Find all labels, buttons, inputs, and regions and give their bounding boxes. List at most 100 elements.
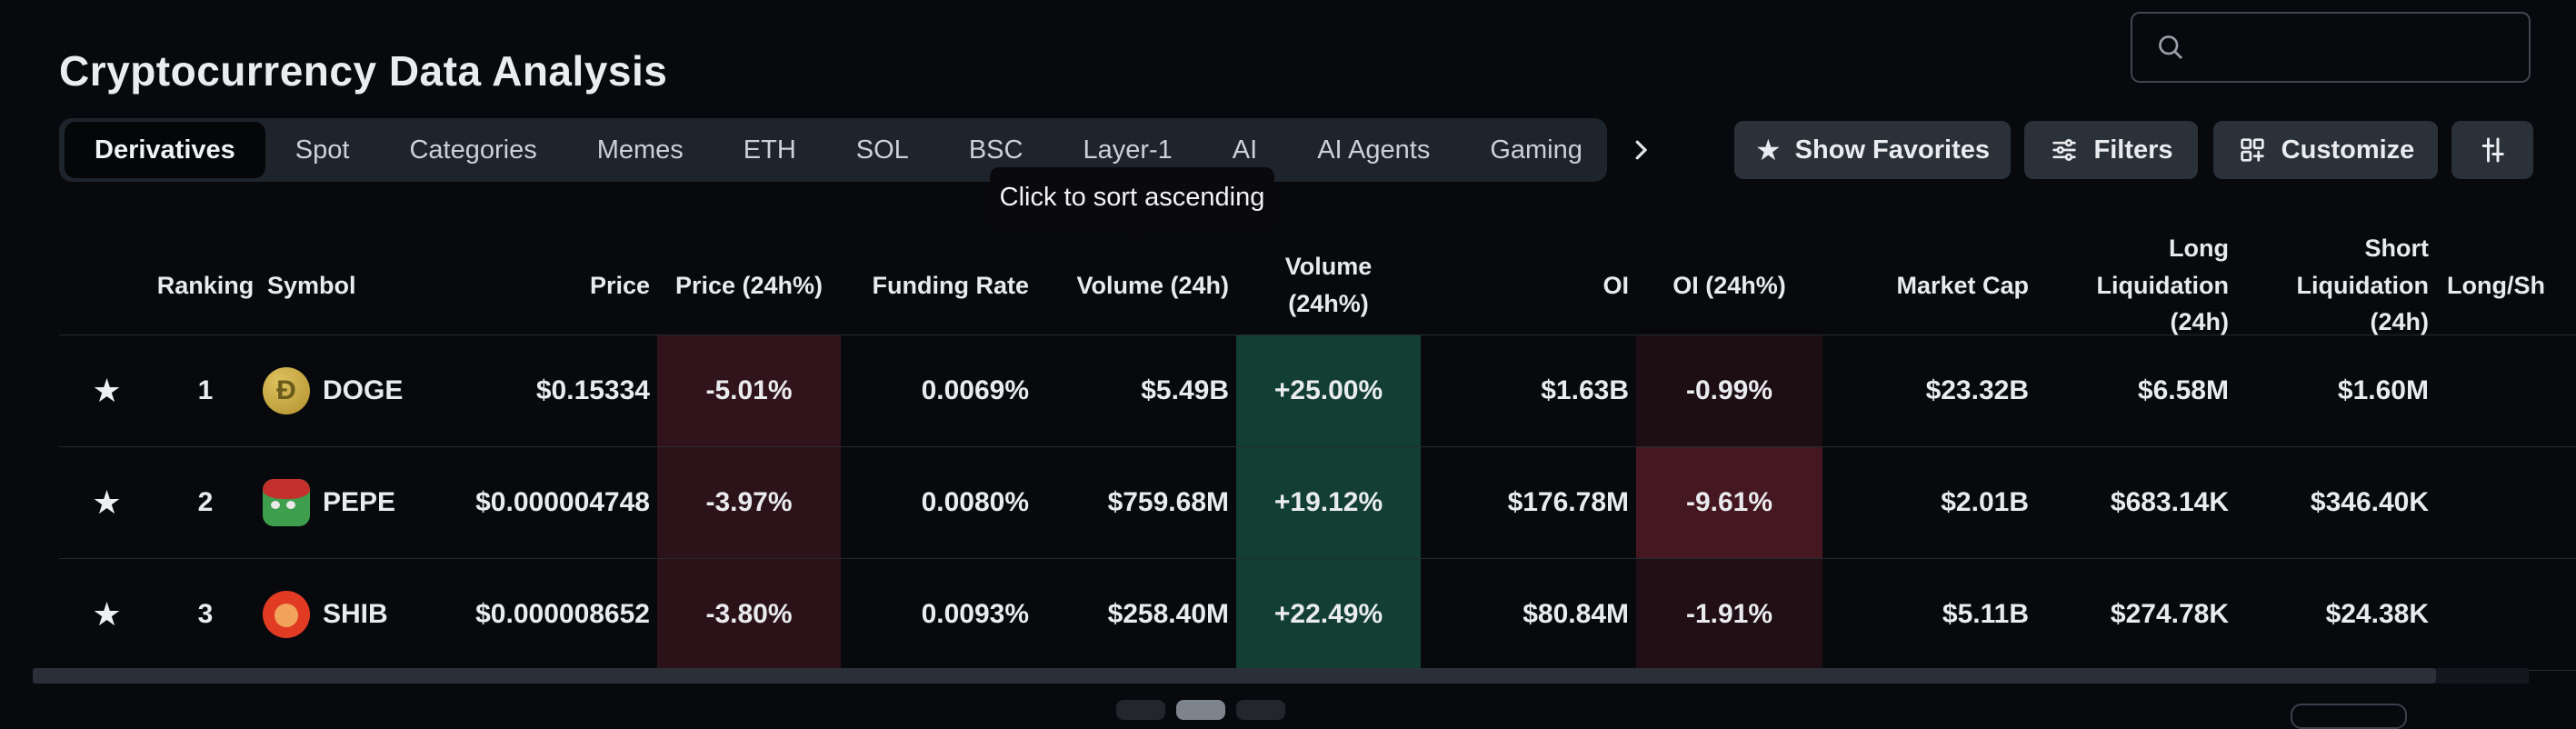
column-header-symbol[interactable]: Symbol	[267, 271, 356, 299]
tooltip-caret	[1123, 226, 1146, 240]
favorite-star-icon[interactable]: ★	[59, 447, 155, 558]
oi-cell: $80.84M	[1523, 599, 1629, 629]
long-short-cell	[2436, 559, 2576, 670]
column-header-price[interactable]: Price	[589, 271, 650, 299]
tab-categories[interactable]: Categories	[409, 135, 537, 165]
market-cap-cell: $23.32B	[1925, 375, 2029, 405]
volume-24h-cell: $5.49B	[1141, 375, 1229, 405]
pagination-button[interactable]	[1116, 700, 1165, 720]
adjust-columns-icon	[2476, 134, 2509, 166]
search-input[interactable]	[2202, 15, 2529, 79]
column-header-long-sh[interactable]: Long/Sh	[2447, 271, 2545, 299]
short-liquidation-24h-cell: $24.38K	[2325, 599, 2429, 629]
tab-sol[interactable]: SOL	[855, 135, 909, 165]
short-liquidation-24h-cell: $1.60M	[2337, 375, 2429, 405]
tab-bsc[interactable]: BSC	[968, 135, 1023, 165]
tab-derivatives[interactable]: Derivatives	[65, 122, 265, 178]
search-box[interactable]	[2131, 12, 2531, 83]
column-header-ranking[interactable]: Ranking	[156, 271, 255, 299]
price-change-24h-cell: -5.01%	[657, 335, 841, 446]
funding-rate-cell: 0.0080%	[921, 487, 1029, 517]
filters-button[interactable]: Filters	[2024, 121, 2198, 179]
long-liquidation-24h-cell: $274.78K	[2110, 599, 2229, 629]
customize-label: Customize	[2281, 135, 2415, 165]
volume-change-24h-cell: +25.00%	[1236, 335, 1421, 446]
column-header-market-cap[interactable]: Market Cap	[1896, 271, 2029, 299]
filter-sliders-icon	[2049, 135, 2080, 165]
column-header-favorite[interactable]	[59, 230, 155, 341]
long-liquidation-24h-cell: $683.14K	[2110, 487, 2229, 517]
category-tabstrip: Derivatives Spot Categories Memes ETH SOL BSC L…	[59, 118, 1648, 182]
horizontal-scrollbar-thumb[interactable]	[33, 668, 2436, 684]
show-favorites-button[interactable]: ★ Show Favorites	[1734, 121, 2011, 179]
column-header-funding-rate[interactable]: Funding Rate	[872, 271, 1029, 299]
price-change-24h-cell: -3.80%	[657, 559, 841, 670]
column-settings-button[interactable]	[2451, 121, 2533, 179]
star-icon: ★	[1754, 134, 1782, 166]
sort-tooltip: Click to sort ascending	[990, 167, 1274, 240]
tab-gaming[interactable]: Gaming	[1490, 135, 1583, 165]
page-title: Cryptocurrency Data Analysis	[59, 46, 668, 95]
filters-label: Filters	[2093, 135, 2173, 165]
tab-layer-1[interactable]: Layer-1	[1083, 135, 1173, 165]
long-short-cell	[2436, 335, 2576, 446]
table-row[interactable]: ★ 2 PEPE $0.000004748 -3.97% 0.0080% $759.68M +…	[59, 447, 2576, 559]
column-header-long-liquidation-24h-[interactable]: Long Liquidation (24h)	[2096, 235, 2229, 335]
show-favorites-label: Show Favorites	[1794, 135, 1990, 165]
oi-change-24h-cell: -9.61%	[1636, 447, 1822, 558]
volume-change-24h-cell: +19.12%	[1236, 447, 1421, 558]
customize-grid-icon	[2237, 135, 2268, 165]
price-cell: $0.15334	[535, 375, 650, 405]
favorite-star-icon[interactable]: ★	[59, 559, 155, 670]
pepe-coin-icon	[263, 479, 310, 526]
column-header-short-liquidation-24h-[interactable]: Short Liquidation (24h)	[2296, 235, 2429, 335]
column-header-volume-24h-[interactable]: Volume (24h%)	[1284, 253, 1373, 317]
long-liquidation-24h-cell: $6.58M	[2137, 375, 2229, 405]
horizontal-scrollbar-track[interactable]	[33, 668, 2529, 684]
funding-rate-cell: 0.0093%	[921, 599, 1029, 629]
volume-24h-cell: $759.68M	[1107, 487, 1229, 517]
volume-change-24h-cell: +22.49%	[1236, 559, 1421, 670]
tab-ai[interactable]: AI	[1232, 135, 1258, 165]
volume-24h-cell: $258.40M	[1107, 599, 1229, 629]
favorite-star-icon[interactable]: ★	[92, 484, 122, 521]
symbol-name: SHIB	[323, 599, 388, 629]
table-header-row: Ranking Symbol Price Price (24h%) Funding Ra…	[59, 230, 2576, 335]
tab-ai-agents[interactable]: AI Agents	[1317, 135, 1431, 165]
tab-spot[interactable]: Spot	[295, 135, 350, 165]
pagination-button-active[interactable]	[1176, 700, 1225, 720]
oi-change-24h-cell: -1.91%	[1636, 559, 1822, 670]
tab-memes[interactable]: Memes	[596, 135, 684, 165]
column-header-oi-24h-[interactable]: OI (24h%)	[1672, 271, 1786, 299]
rank-cell: 2	[197, 487, 214, 517]
symbol-cell: SHIB	[256, 559, 488, 670]
short-liquidation-24h-cell: $346.40K	[2310, 487, 2429, 517]
crypto-table: Ranking Symbol Price Price (24h%) Funding Ra…	[59, 230, 2576, 671]
customize-button[interactable]: Customize	[2213, 121, 2438, 179]
favorite-star-icon[interactable]: ★	[92, 595, 122, 633]
oi-change-24h-cell: -0.99%	[1636, 335, 1822, 446]
pagination-button[interactable]	[1236, 700, 1285, 720]
table-row[interactable]: ★ 3 SHIB $0.000008652 -3.80% 0.0093% $258.40M +…	[59, 559, 2576, 671]
table-row[interactable]: ★ 1 Đ DOGE $0.15334 -5.01% 0.0069% $5.49B +25.00…	[59, 335, 2576, 447]
tab-eth[interactable]: ETH	[743, 135, 796, 165]
rank-cell: 1	[197, 375, 214, 405]
long-short-cell	[2436, 447, 2576, 558]
oi-cell: $176.78M	[1507, 487, 1629, 517]
chevron-right-icon[interactable]	[1612, 136, 1669, 164]
shib-coin-icon	[263, 591, 310, 638]
oi-cell: $1.63B	[1541, 375, 1629, 405]
price-change-24h-cell: -3.97%	[657, 447, 841, 558]
rows-per-page-select[interactable]	[2291, 704, 2407, 729]
favorite-star-icon[interactable]: ★	[92, 372, 122, 409]
favorite-star-icon[interactable]: ★	[59, 335, 155, 446]
market-cap-cell: $5.11B	[1942, 599, 2029, 629]
symbol-name: PEPE	[323, 487, 396, 517]
market-cap-cell: $2.01B	[1941, 487, 2029, 517]
rank-cell: 3	[197, 599, 214, 629]
column-header-volume-24h-[interactable]: Volume (24h)	[1076, 271, 1229, 299]
column-header-price-24h-[interactable]: Price (24h%)	[674, 271, 824, 299]
doge-coin-icon: Đ	[263, 367, 310, 414]
funding-rate-cell: 0.0069%	[921, 375, 1029, 405]
column-header-oi[interactable]: OI	[1603, 271, 1629, 299]
